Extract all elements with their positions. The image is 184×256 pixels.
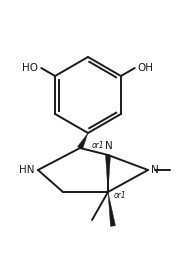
Polygon shape [108,192,116,226]
Text: or1: or1 [114,191,127,200]
Text: HO: HO [22,63,38,73]
Text: OH: OH [138,63,154,73]
Text: N: N [151,165,159,175]
Text: N: N [105,141,113,151]
Text: or1: or1 [92,141,105,150]
Text: HN: HN [20,165,35,175]
Polygon shape [105,155,111,192]
Polygon shape [77,133,88,149]
